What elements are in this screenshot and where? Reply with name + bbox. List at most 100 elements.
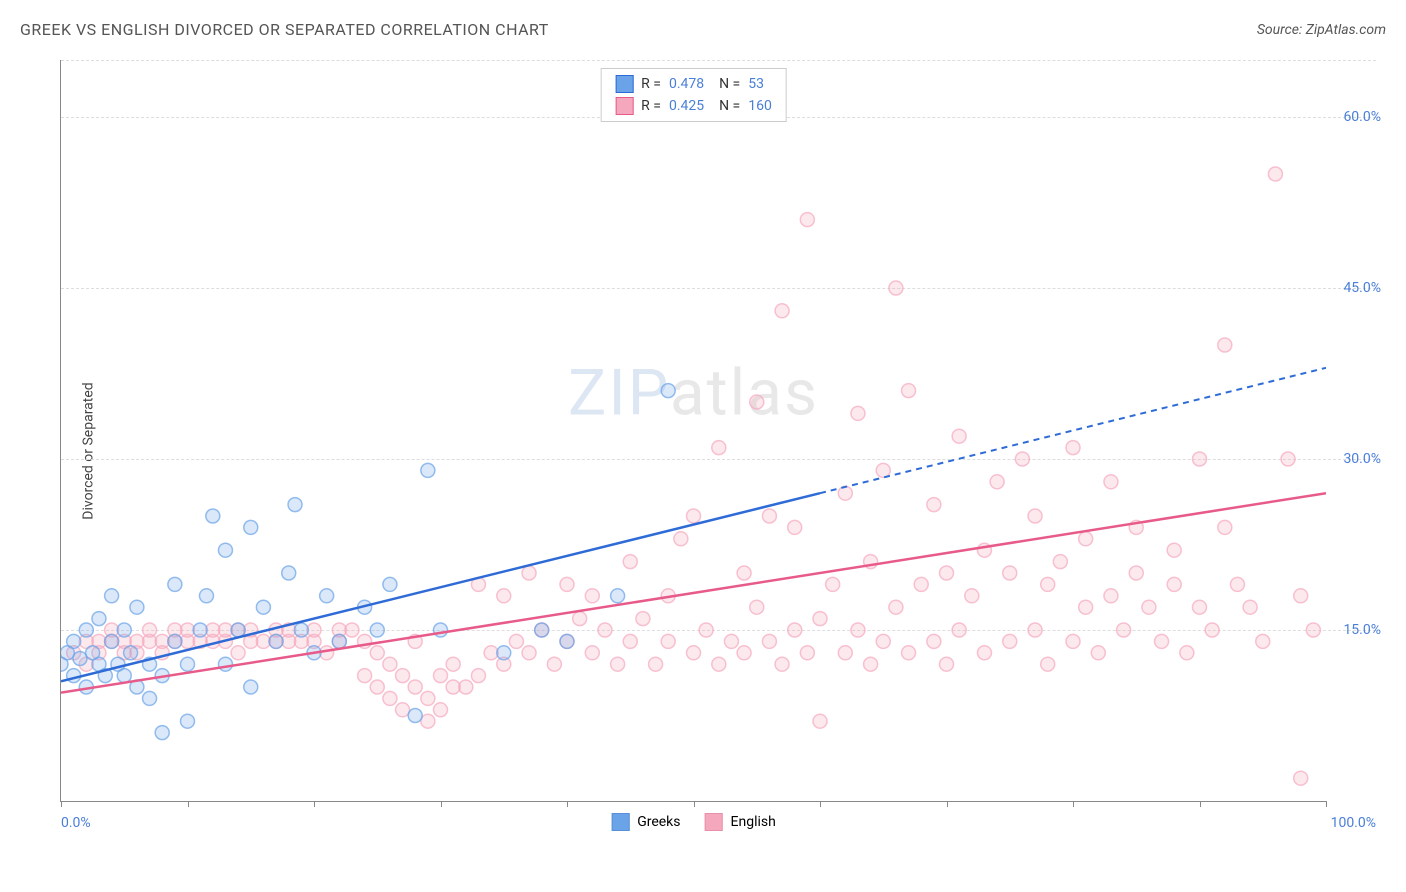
scatter-point [876, 634, 890, 648]
scatter-point [168, 634, 182, 648]
scatter-point [383, 691, 397, 705]
scatter-point [256, 600, 270, 614]
legend-item-english: English [705, 813, 776, 831]
scatter-point [1306, 623, 1320, 637]
scatter-point [838, 646, 852, 660]
scatter-point [927, 634, 941, 648]
scatter-point [788, 623, 802, 637]
scatter-point [623, 634, 637, 648]
scatter-point [598, 623, 612, 637]
scatter-point [775, 657, 789, 671]
scatter-point [547, 657, 561, 671]
scatter-point [117, 669, 131, 683]
scatter-point [1003, 566, 1017, 580]
y-tick-label: 60.0% [1343, 109, 1381, 125]
scatter-point [560, 577, 574, 591]
scatter-point [1129, 566, 1143, 580]
legend-row-greeks: R = 0.478 N = 53 [615, 75, 772, 93]
scatter-point [509, 634, 523, 648]
x-tick [947, 801, 948, 807]
x-tick [314, 801, 315, 807]
scatter-point [560, 634, 574, 648]
scatter-point [838, 486, 852, 500]
scatter-point [332, 634, 346, 648]
x-tick [188, 801, 189, 807]
source-attribution: Source: ZipAtlas.com [1257, 22, 1386, 38]
scatter-point [193, 623, 207, 637]
scatter-point [800, 646, 814, 660]
scatter-point [674, 532, 688, 546]
swatch-greeks [615, 75, 633, 93]
scatter-point [320, 589, 334, 603]
scatter-point [218, 657, 232, 671]
scatter-point [218, 623, 232, 637]
legend-item-greeks: Greeks [611, 813, 680, 831]
legend-n-english: 160 [748, 98, 772, 114]
scatter-point [623, 555, 637, 569]
x-tick [567, 801, 568, 807]
scatter-point [1281, 452, 1295, 466]
scatter-point [421, 463, 435, 477]
scatter-point [408, 709, 422, 723]
scatter-point [737, 566, 751, 580]
scatter-point [940, 566, 954, 580]
scatter-point [1066, 441, 1080, 455]
scatter-point [383, 577, 397, 591]
scatter-point [750, 395, 764, 409]
scatter-point [585, 589, 599, 603]
scatter-point [1218, 520, 1232, 534]
y-tick-label: 30.0% [1343, 451, 1381, 467]
scatter-point [902, 646, 916, 660]
legend-n-greeks: 53 [748, 76, 764, 92]
legend-r-label: R = [641, 98, 661, 114]
scatter-point [168, 577, 182, 591]
x-tick [441, 801, 442, 807]
scatter-point [762, 634, 776, 648]
scatter-point [434, 669, 448, 683]
scatter-point [585, 646, 599, 660]
scatter-point [737, 646, 751, 660]
scatter-point [1243, 600, 1257, 614]
scatter-point [130, 600, 144, 614]
x-tick [1200, 801, 1201, 807]
scatter-point [687, 509, 701, 523]
scatter-point [636, 612, 650, 626]
scatter-point [762, 509, 776, 523]
scatter-point [851, 406, 865, 420]
scatter-point [649, 657, 663, 671]
plot-area: ZIPatlas R = 0.478 N = 53 R = 0.425 N = … [60, 60, 1326, 802]
scatter-point [977, 646, 991, 660]
scatter-point [902, 384, 916, 398]
scatter-point [611, 657, 625, 671]
legend-label-greeks: Greeks [637, 814, 680, 830]
scatter-point [712, 657, 726, 671]
scatter-point [1028, 509, 1042, 523]
scatter-point [67, 634, 81, 648]
legend-r-label: R = [641, 76, 661, 92]
scatter-point [497, 646, 511, 660]
scatter-point [1294, 771, 1308, 785]
scatter-point [434, 623, 448, 637]
scatter-point [105, 634, 119, 648]
scatter-point [143, 623, 157, 637]
scatter-point [218, 543, 232, 557]
swatch-english-icon [705, 813, 723, 831]
scatter-point [1015, 452, 1029, 466]
scatter-point [105, 589, 119, 603]
scatter-point [1066, 634, 1080, 648]
scatter-point [851, 623, 865, 637]
scatter-point [421, 691, 435, 705]
scatter-point [269, 634, 283, 648]
scatter-point [383, 657, 397, 671]
scatter-point [244, 680, 258, 694]
scatter-point [181, 657, 195, 671]
x-tick [1326, 801, 1327, 807]
scatter-point [699, 623, 713, 637]
scatter-point [1041, 577, 1055, 591]
scatter-point [1167, 577, 1181, 591]
scatter-point [1142, 600, 1156, 614]
legend-n-label: N = [712, 76, 740, 92]
x-tick [694, 801, 695, 807]
swatch-greeks-icon [611, 813, 629, 831]
x-tick [1073, 801, 1074, 807]
